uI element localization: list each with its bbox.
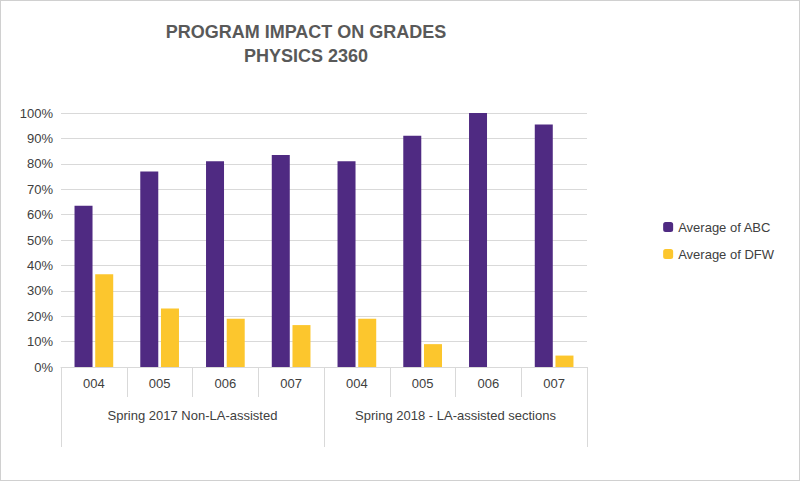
svg-text:Average of ABC: Average of ABC bbox=[678, 220, 770, 235]
svg-text:007: 007 bbox=[543, 376, 565, 391]
svg-text:004: 004 bbox=[83, 376, 105, 391]
svg-text:Spring 2017 Non-LA-assisted: Spring 2017 Non-LA-assisted bbox=[108, 408, 278, 423]
svg-text:50%: 50% bbox=[27, 233, 53, 248]
svg-text:40%: 40% bbox=[27, 258, 53, 273]
svg-text:004: 004 bbox=[346, 376, 368, 391]
svg-text:90%: 90% bbox=[27, 131, 53, 146]
svg-text:Spring 2018 - LA-assisted sect: Spring 2018 - LA-assisted sections bbox=[355, 408, 556, 423]
svg-text:80%: 80% bbox=[27, 156, 53, 171]
svg-text:007: 007 bbox=[280, 376, 302, 391]
svg-text:006: 006 bbox=[478, 376, 500, 391]
svg-text:30%: 30% bbox=[27, 283, 53, 298]
svg-text:60%: 60% bbox=[27, 207, 53, 222]
svg-text:70%: 70% bbox=[27, 182, 53, 197]
svg-text:100%: 100% bbox=[20, 106, 54, 121]
svg-text:005: 005 bbox=[149, 376, 171, 391]
svg-text:0%: 0% bbox=[34, 360, 53, 375]
svg-text:PHYSICS 2360: PHYSICS 2360 bbox=[244, 46, 368, 66]
svg-text:Average of DFW: Average of DFW bbox=[678, 247, 775, 262]
svg-text:20%: 20% bbox=[27, 309, 53, 324]
svg-text:10%: 10% bbox=[27, 334, 53, 349]
svg-text:005: 005 bbox=[412, 376, 434, 391]
svg-text:PROGRAM IMPACT ON GRADES: PROGRAM IMPACT ON GRADES bbox=[166, 22, 447, 42]
svg-text:006: 006 bbox=[215, 376, 237, 391]
